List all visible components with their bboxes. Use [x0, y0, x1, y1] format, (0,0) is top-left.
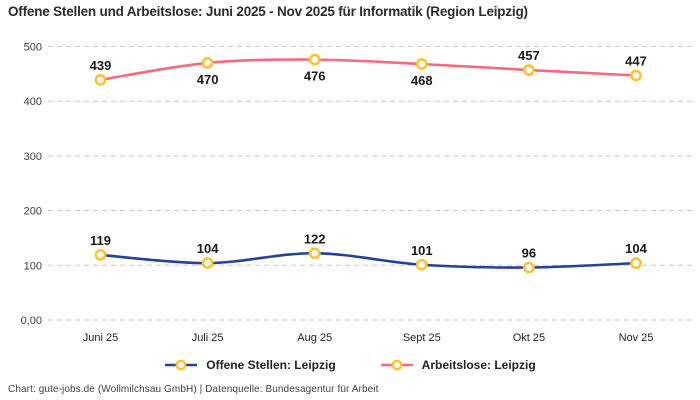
x-axis-category-label: Nov 25 [619, 332, 654, 344]
data-point-label: 101 [411, 243, 433, 258]
data-point-marker[interactable] [630, 257, 642, 270]
series-line [99, 251, 638, 269]
data-point-label: 96 [522, 245, 536, 260]
data-point-marker[interactable] [201, 257, 214, 270]
legend-label-arbeitslose: Arbeitslose: Leipzig [421, 358, 536, 372]
chart-title: Offene Stellen und Arbeitslose: Juni 202… [8, 4, 528, 19]
y-axis-tick-label: 400 [24, 96, 42, 108]
data-point-marker[interactable] [415, 258, 428, 271]
data-point-label: 104 [625, 241, 647, 256]
data-point-marker[interactable] [630, 69, 642, 82]
data-point-marker[interactable] [415, 58, 428, 70]
data-point-label: 470 [197, 72, 219, 87]
data-point-label: 104 [197, 241, 219, 256]
data-point-marker[interactable] [201, 57, 214, 69]
x-axis-category-label: Sept 25 [403, 332, 441, 344]
data-point-label: 119 [90, 233, 111, 248]
y-axis-tick-label: 200 [24, 206, 42, 218]
y-axis-tick-label: 500 [24, 42, 42, 54]
data-point-label: 122 [304, 231, 326, 246]
data-point-label: 447 [625, 53, 647, 68]
legend-item-offene-stellen[interactable]: Offene Stellen: Leipzig [164, 358, 336, 372]
series-line [99, 58, 638, 82]
x-axis-category-label: Juli 25 [192, 332, 224, 344]
data-point-marker[interactable] [523, 64, 535, 76]
data-point-label: 468 [411, 73, 433, 88]
legend-item-arbeitslose[interactable]: Arbeitslose: Leipzig [380, 358, 536, 372]
data-point-label: 457 [518, 48, 540, 63]
y-axis-tick-label: 100 [24, 260, 42, 272]
x-axis-category-label: Juni 25 [83, 332, 118, 344]
chart-legend: Offene Stellen: Leipzig Arbeitslose: Lei… [0, 355, 700, 375]
legend-swatch-arbeitslose-icon [380, 359, 413, 371]
data-point-marker[interactable] [94, 73, 107, 86]
data-point-label: 439 [90, 58, 112, 73]
data-point-marker[interactable] [94, 249, 107, 261]
data-point-marker[interactable] [308, 247, 321, 260]
attribution-footer: Chart: gute-jobs.de (Wollmilchsau GmbH) … [8, 384, 379, 395]
data-point-label: 476 [304, 69, 326, 84]
line-chart-canvas: 0,00 100 200 300 400 500 Juni 25 Juli 25 Aug 25 S… [21, 42, 694, 344]
y-axis-tick-label: 0,00 [21, 315, 42, 327]
data-point-marker[interactable] [308, 53, 321, 66]
legend-label-offene-stellen: Offene Stellen: Leipzig [206, 358, 336, 372]
x-axis-category-label: Aug 25 [297, 332, 332, 344]
legend-swatch-offene-stellen-icon [165, 359, 198, 371]
y-axis-tick-label: 300 [24, 151, 42, 163]
data-point-marker[interactable] [523, 261, 535, 274]
x-axis-category-label: Okt 25 [513, 332, 545, 344]
